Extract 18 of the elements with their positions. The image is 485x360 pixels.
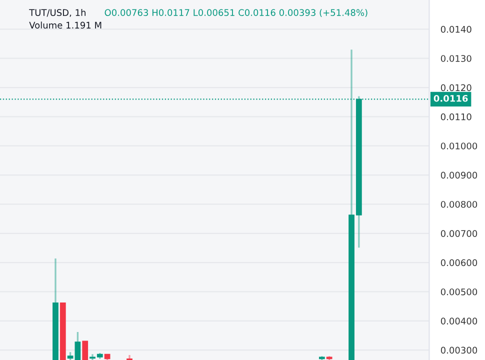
y-tick-label: 0.0140 [440, 26, 472, 33]
y-tick-label: 0.0120 [440, 84, 472, 92]
ref-line-label: 0.0116 [434, 94, 468, 102]
y-tick-label: 0.0110 [440, 113, 472, 120]
y-tick-label: 0.00500 [440, 288, 478, 296]
text: TUT/USD, 1h [29, 9, 86, 17]
y-tick-label: 0.00400 [440, 318, 478, 324]
y-tick-label: 0.00300 [440, 346, 478, 354]
y-tick-label: 0.00700 [440, 230, 478, 237]
y-tick-label: 0.0130 [440, 55, 472, 62]
y-tick-label: 0.00900 [440, 172, 478, 179]
y-tick-label: 0.00600 [440, 259, 478, 266]
candlestick [126, 354, 132, 360]
candlestick [82, 340, 88, 360]
y-tick-label: 0.00800 [440, 200, 478, 208]
annotation: Volume 1.191 M [29, 22, 102, 29]
y-tick-label: 0.01000 [440, 142, 478, 150]
annotation: O0.00763 H0.0117 L0.00651 C0.0116 0.00393 (+51.48%) [104, 9, 368, 18]
